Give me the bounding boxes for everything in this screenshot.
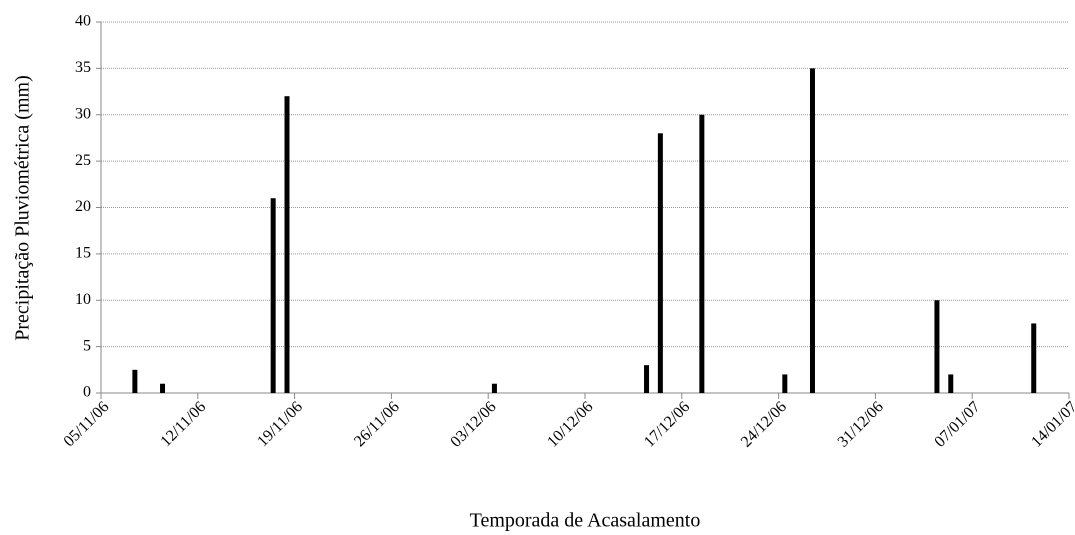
bar xyxy=(948,374,954,393)
bar xyxy=(934,300,940,393)
bar xyxy=(270,198,276,393)
x-tick-label: 24/12/06 xyxy=(738,398,790,450)
x-tick-label: 26/11/06 xyxy=(351,398,403,450)
x-tick-label: 19/11/06 xyxy=(254,398,306,450)
y-tick-label: 35 xyxy=(75,59,91,76)
x-tick-label: 03/12/06 xyxy=(447,398,499,450)
bar xyxy=(160,383,166,393)
bar xyxy=(284,96,290,393)
x-tick-label: 10/12/06 xyxy=(544,398,596,450)
y-tick-label: 15 xyxy=(75,245,91,262)
bar xyxy=(657,133,663,394)
x-tick-label: 31/12/06 xyxy=(835,398,887,450)
x-tick-label: 05/11/06 xyxy=(61,398,113,450)
bar xyxy=(491,383,497,393)
y-tick-label: 5 xyxy=(83,337,91,354)
bar xyxy=(809,68,815,393)
bar xyxy=(782,374,788,393)
bar xyxy=(699,114,705,393)
y-tick-label: 40 xyxy=(75,13,91,30)
bar xyxy=(1031,323,1037,393)
x-tick-label: 17/12/06 xyxy=(641,398,693,450)
y-tick-label: 30 xyxy=(75,105,91,122)
bar xyxy=(132,369,138,393)
y-tick-label: 10 xyxy=(75,291,91,308)
y-axis-title: Precipitação Pluviométrica (mm) xyxy=(12,75,34,340)
y-tick-label: 25 xyxy=(75,152,91,169)
x-tick-label: 07/01/07 xyxy=(931,398,983,450)
x-tick-label: 12/11/06 xyxy=(157,398,209,450)
y-tick-label: 0 xyxy=(83,384,91,401)
x-tick-label: 14/01/07 xyxy=(1028,398,1075,450)
y-tick-label: 20 xyxy=(75,198,91,215)
bar xyxy=(644,365,650,393)
x-axis-title: Temporada de Acasalamento xyxy=(470,510,701,532)
